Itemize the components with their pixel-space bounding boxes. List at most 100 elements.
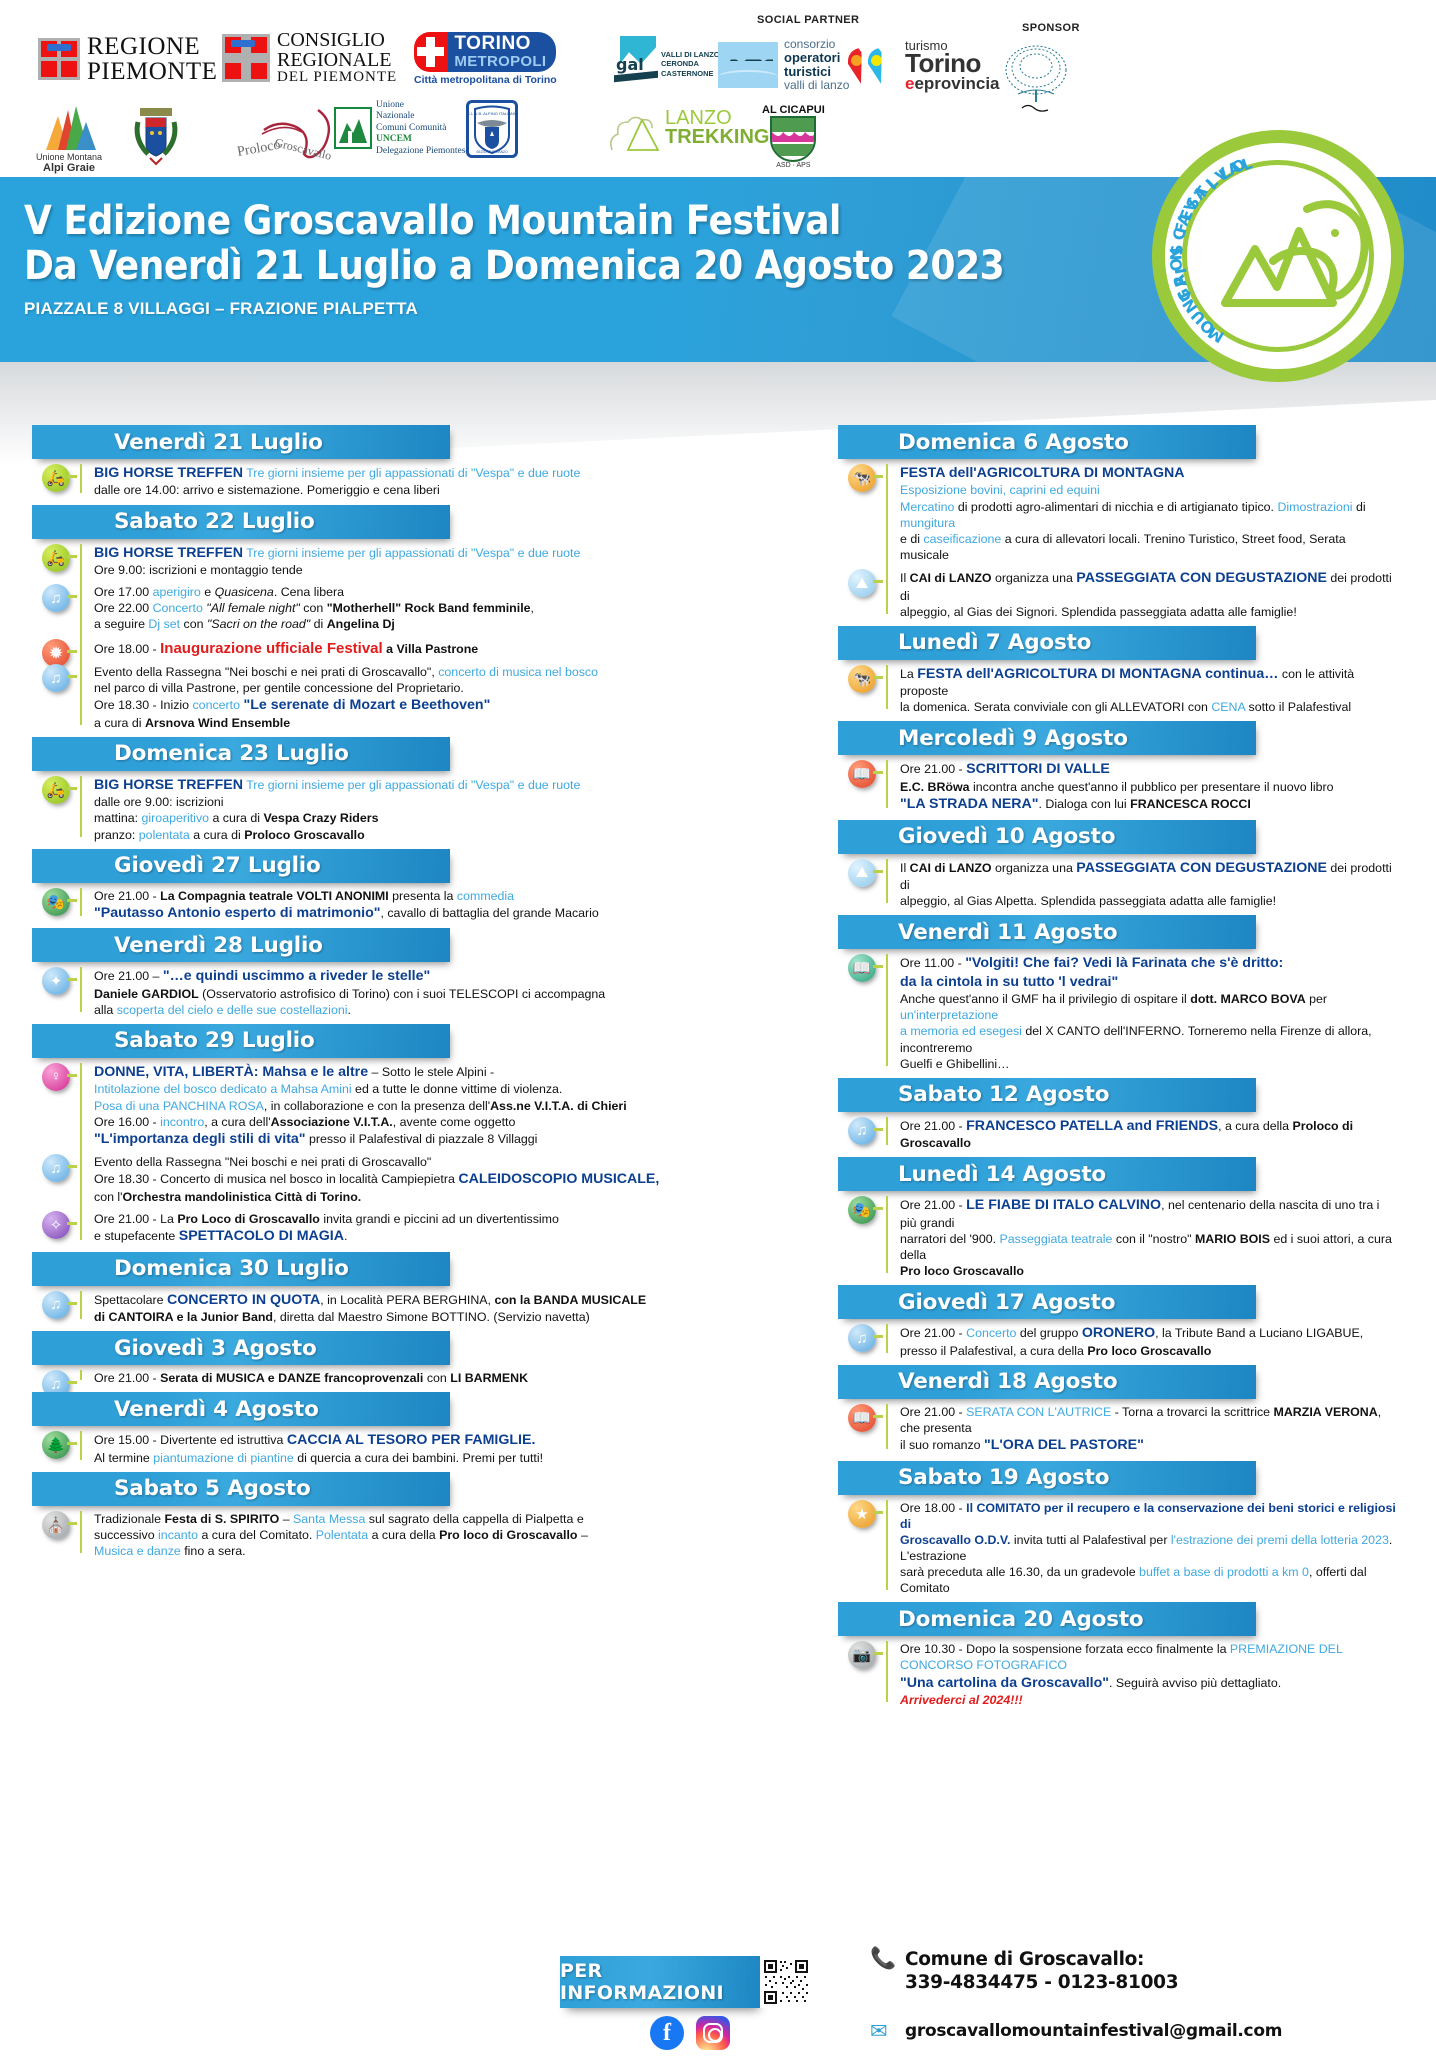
event-line: pranzo: polentata a cura di Proloco Gros… — [94, 827, 365, 842]
day-label: Venerdì 21 Luglio — [114, 429, 323, 455]
instagram-icon[interactable] — [696, 2016, 730, 2050]
day-header: Sabato 29 Luglio — [32, 1023, 450, 1058]
lottery-icon: ★ — [848, 1499, 883, 1528]
event-line: Groscavallo O.D.V. invita tutti al Palaf… — [900, 1532, 1393, 1563]
mountain-icon: gal — [614, 36, 658, 83]
qr-code-icon[interactable] — [760, 1956, 812, 2008]
logo-line: PIEMONTE — [87, 58, 218, 85]
logo-line: REGIONALE — [277, 49, 392, 71]
logo-gal-valli-di-lanzo: gal VALLI DI LANZO CERONDA CASTERNONE — [614, 36, 720, 83]
envelope-icon: ✉ — [870, 2019, 888, 2043]
event-line: Posa di una PANCHINA ROSA, in collaboraz… — [94, 1098, 627, 1113]
facebook-icon[interactable]: f — [650, 2016, 684, 2050]
logo-line: CASTERNONE — [661, 68, 714, 78]
day-header: Venerdì 21 Luglio — [32, 425, 450, 459]
event-line: Ore 15.00 - Divertente ed istruttiva CAC… — [94, 1432, 536, 1449]
day-header: Venerdì 4 Agosto — [32, 1392, 450, 1427]
logo-line: VALLI DI LANZO — [661, 49, 720, 59]
event-item: 🛵 BIG HORSE TREFFEN Tre giorni insieme pe… — [42, 543, 672, 579]
event-line: di CANTOIRA e la Junior Band, diretta da… — [94, 1309, 590, 1324]
logo-club-alpino-italiano: C.L.U.B. ALPINO ITALIANO SEZIONE DI LANZ… — [466, 100, 518, 158]
day-label: Giovedì 17 Agosto — [898, 1289, 1116, 1315]
day-events: 📖 Ore 21.00 - SERATA CON L'AUTRICE - Torn… — [756, 1403, 1396, 1455]
contact-name: Comune di Groscavallo: — [905, 1949, 1145, 1970]
music-note-icon: ♫ — [42, 1290, 77, 1319]
church-icon: ⛪ — [42, 1510, 77, 1539]
badge-arc-letter: N — [1167, 246, 1186, 261]
day-header: Giovedì 17 Agosto — [838, 1285, 1256, 1320]
day-events: 📖 Ore 11.00 - "Volgiti! Che fai? Vedi là … — [756, 954, 1396, 1072]
day-label: Giovedì 27 Luglio — [114, 853, 321, 879]
day-label: Sabato 29 Luglio — [114, 1028, 315, 1054]
mountain-lake-icon — [718, 41, 778, 88]
logo-turismo-torino: turismo Torino eeprovincia — [848, 38, 1000, 92]
music-note-icon: ♫ — [42, 664, 77, 693]
logo-line: CONSIGLIO — [277, 29, 385, 51]
day-header: Sabato 22 Luglio — [32, 504, 450, 539]
day-label: Lunedì 7 Agosto — [898, 630, 1092, 656]
day-label: Giovedì 10 Agosto — [898, 824, 1116, 850]
event-line: Ore 21.00 - Serata di MUSICA e DANZE fra… — [94, 1371, 529, 1386]
logo-line: turismo — [905, 38, 948, 53]
event-line: Evento della Rassegna "Nei boschi e nei … — [94, 665, 599, 680]
music-note-icon: ♫ — [848, 1116, 883, 1145]
women-rights-icon: ♀ — [42, 1062, 77, 1091]
event-item: ♫ Ore 17.00 aperigiro e Quasicena. Cena l… — [42, 584, 672, 632]
day-header: Giovedì 10 Agosto — [838, 819, 1256, 854]
event-line: Ore 18.30 - Inizio concerto "Le serenate… — [94, 697, 491, 714]
day-events: ♫ Spettacolare CONCERTO IN QUOTA, in Loca… — [32, 1290, 672, 1326]
logo-line: TORINO — [454, 33, 531, 55]
event-line: E.C. BRöwa incontra anche quest'anno il … — [900, 779, 1334, 794]
event-item: ⛰ Il CAI di LANZO organizza una PASSEGGIA… — [848, 569, 1396, 620]
event-line: sarà preceduta alle 16.30, da un gradevo… — [900, 1565, 1367, 1596]
event-line: BIG HORSE TREFFEN Tre giorni insieme per… — [94, 465, 581, 481]
contact-email[interactable]: groscavallomountainfestival@gmail.com — [905, 2020, 1283, 2041]
day-header: Venerdì 18 Agosto — [838, 1364, 1256, 1399]
shield-icon — [770, 116, 817, 162]
event-item: ⛪ Tradizionale Festa di S. SPIRITO – Sant… — [42, 1510, 672, 1559]
day-events: 🛵 BIG HORSE TREFFEN Tre giorni insieme pe… — [32, 543, 672, 731]
event-item: ♫ Evento della Rassegna "Nei boschi e nei… — [42, 1154, 672, 1205]
event-line: successivo incanto a cura del Comitato. … — [94, 1527, 588, 1542]
logo-line: Nazionale — [376, 111, 415, 122]
logo-line: SEZIONE DI LANZO — [476, 150, 508, 154]
theater-masks-icon: 🎭 — [848, 1196, 883, 1225]
piemonte-shield-icon — [222, 33, 270, 82]
event-line: Ore 21.00 - FRANCESCO PATELLA and FRIEND… — [900, 1117, 1354, 1151]
event-line: "L'importanza degli stili di vita" press… — [94, 1130, 538, 1147]
event-item: 📖 Ore 21.00 - SERATA CON L'AUTRICE - Torn… — [848, 1403, 1396, 1455]
day-header: Sabato 5 Agosto — [32, 1471, 450, 1506]
footer-contact: PER INFORMAZIONI — [560, 1940, 1436, 2050]
day-label: Venerdì 18 Agosto — [898, 1369, 1118, 1395]
event-line: Arrivederci al 2024!!! — [900, 1693, 1023, 1708]
event-line: Esposizione bovini, caprini ed equini — [900, 483, 1100, 498]
day-label: Mercoledì 9 Agosto — [898, 725, 1128, 751]
day-events: ♫ Ore 21.00 - Serata di MUSICA e DANZE fr… — [32, 1370, 672, 1399]
info-button-label: PER INFORMAZIONI — [560, 1960, 724, 2004]
day-label: Lunedì 14 Agosto — [898, 1161, 1106, 1187]
scooter-icon: 🛵 — [42, 543, 77, 572]
event-line: a seguire Dj set con "Sacri on the road"… — [94, 617, 395, 632]
logo-line: turistici — [784, 63, 831, 79]
logo-line: Unione — [376, 100, 404, 110]
event-line: alpeggio, al Gias dei Signori. Splendida… — [900, 604, 1297, 619]
day-header: Giovedì 3 Agosto — [32, 1331, 450, 1366]
event-item: 🎭 Ore 21.00 - La Compagnia teatrale VOLTI… — [42, 887, 672, 923]
event-item: ♫ Ore 21.00 - Serata di MUSICA e DANZE fr… — [42, 1370, 672, 1399]
logo-line: LANZO — [665, 107, 732, 129]
event-line: Ore 18.00 - Inaugurazione ufficiale Fest… — [94, 639, 479, 657]
day-events: 🐄 FESTA dell'AGRICOLTURA DI MONTAGNA Espos… — [756, 464, 1396, 620]
day-label: Venerdì 4 Agosto — [114, 1396, 319, 1422]
contact-phone-row: 📞 Comune di Groscavallo: 339-4834475 - 0… — [870, 1948, 1282, 1995]
event-item: ★ Ore 18.00 - Il COMITATO per il recupero… — [848, 1499, 1396, 1597]
logo-al-cicapui: AL CICAPUI ASD · APS — [762, 104, 825, 169]
event-line: Ore 18.00 - Il COMITATO per il recupero … — [900, 1500, 1396, 1531]
logo-line: Delegazione Piemontese — [376, 145, 470, 156]
day-label: Sabato 22 Luglio — [114, 509, 315, 535]
logo-line: AL CICAPUI — [762, 104, 825, 116]
day-label: Domenica 20 Agosto — [898, 1606, 1144, 1632]
festival-dates: Da Venerdì 21 Luglio a Domenica 20 Agost… — [24, 242, 1005, 289]
info-button[interactable]: PER INFORMAZIONI — [560, 1956, 760, 2008]
event-item: ♫ Spettacolare CONCERTO IN QUOTA, in Loca… — [42, 1290, 672, 1326]
